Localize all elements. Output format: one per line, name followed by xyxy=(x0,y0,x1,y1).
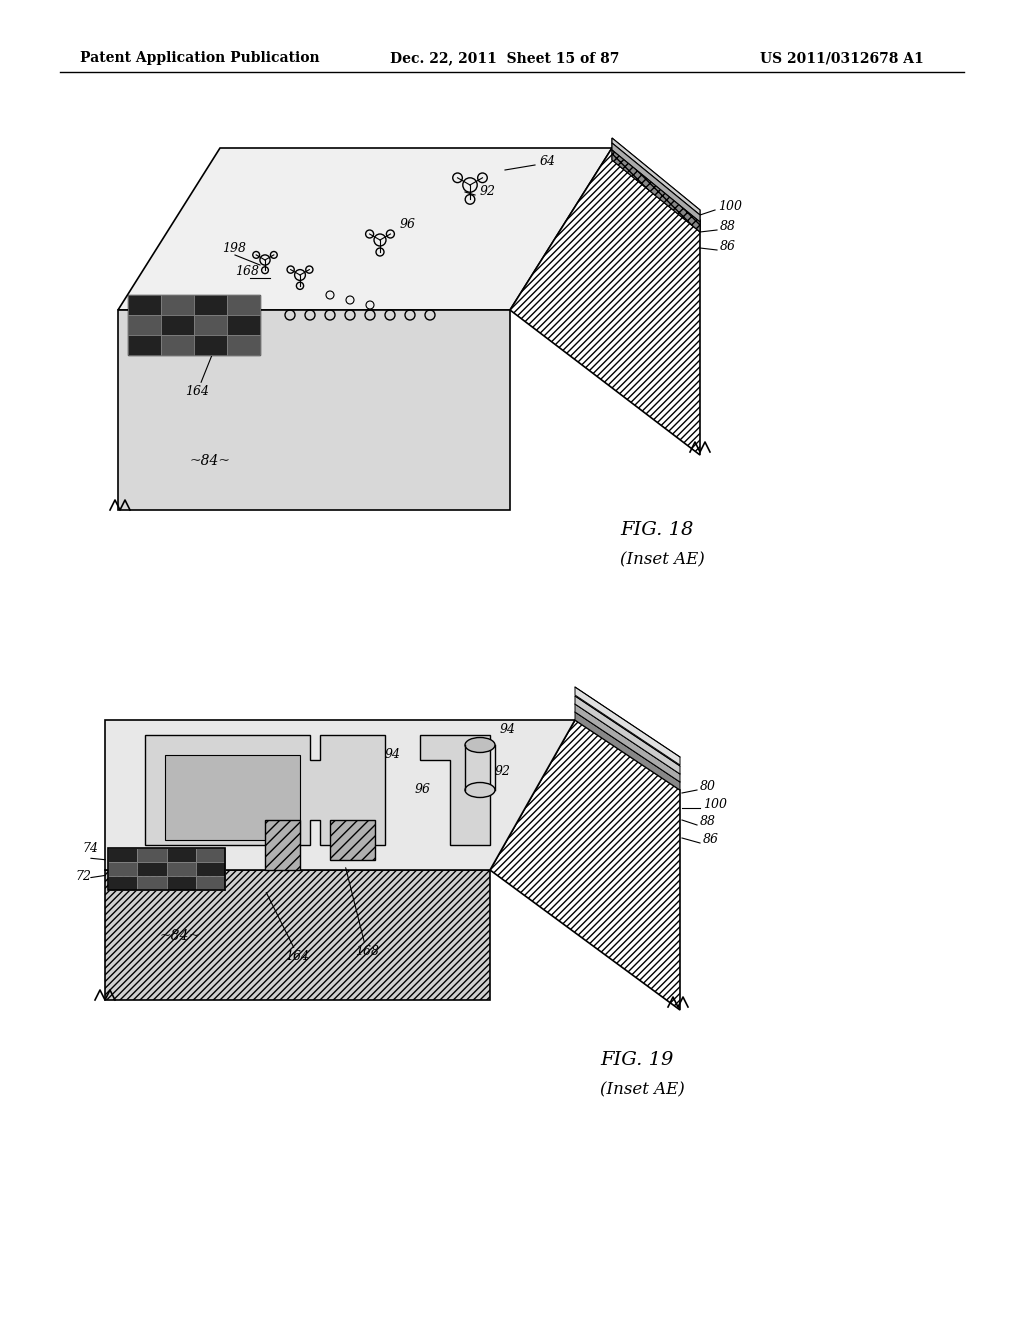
Text: 164: 164 xyxy=(185,385,209,399)
Polygon shape xyxy=(575,696,680,774)
Text: 80: 80 xyxy=(700,780,716,793)
Polygon shape xyxy=(265,820,300,870)
Text: 64: 64 xyxy=(540,154,556,168)
Polygon shape xyxy=(196,847,225,862)
Text: 94: 94 xyxy=(385,748,401,762)
Ellipse shape xyxy=(465,783,495,797)
Polygon shape xyxy=(612,143,700,222)
Polygon shape xyxy=(118,310,510,510)
Polygon shape xyxy=(108,862,137,876)
Polygon shape xyxy=(167,847,196,862)
Text: 74: 74 xyxy=(82,842,98,855)
Polygon shape xyxy=(194,335,227,355)
Polygon shape xyxy=(490,719,680,1010)
Polygon shape xyxy=(575,704,680,781)
Text: 96: 96 xyxy=(400,218,416,231)
Text: 168: 168 xyxy=(355,945,379,958)
Polygon shape xyxy=(161,294,194,315)
Polygon shape xyxy=(105,719,575,870)
Text: (Inset AE): (Inset AE) xyxy=(600,1081,685,1098)
Polygon shape xyxy=(105,870,490,1001)
Polygon shape xyxy=(128,294,260,355)
Text: FIG. 18: FIG. 18 xyxy=(620,521,693,539)
Polygon shape xyxy=(145,735,385,845)
Text: 168: 168 xyxy=(234,265,259,279)
Text: 86: 86 xyxy=(720,240,736,253)
Text: 100: 100 xyxy=(703,799,727,810)
Polygon shape xyxy=(108,876,137,890)
Polygon shape xyxy=(510,148,700,455)
Polygon shape xyxy=(612,150,700,232)
Text: 92: 92 xyxy=(495,766,511,777)
Polygon shape xyxy=(575,711,680,789)
Polygon shape xyxy=(194,294,227,315)
Text: 92: 92 xyxy=(480,185,496,198)
Polygon shape xyxy=(165,755,300,840)
Polygon shape xyxy=(161,315,194,335)
Text: 164: 164 xyxy=(285,950,309,964)
Polygon shape xyxy=(196,862,225,876)
Polygon shape xyxy=(330,820,375,861)
Polygon shape xyxy=(196,876,225,890)
Polygon shape xyxy=(612,139,700,215)
Text: US 2011/0312678 A1: US 2011/0312678 A1 xyxy=(760,51,924,65)
Text: ~84~: ~84~ xyxy=(190,454,231,469)
Polygon shape xyxy=(167,876,196,890)
Polygon shape xyxy=(575,686,680,766)
Polygon shape xyxy=(227,294,260,315)
Text: ~84~: ~84~ xyxy=(160,929,201,942)
Text: 96: 96 xyxy=(415,783,431,796)
Polygon shape xyxy=(161,335,194,355)
Text: 94: 94 xyxy=(500,723,516,737)
Polygon shape xyxy=(167,862,196,876)
Text: (Inset AE): (Inset AE) xyxy=(620,552,705,569)
Polygon shape xyxy=(194,315,227,335)
Text: 72: 72 xyxy=(75,870,91,883)
Polygon shape xyxy=(420,735,490,845)
Text: Patent Application Publication: Patent Application Publication xyxy=(80,51,319,65)
Polygon shape xyxy=(612,139,700,215)
Text: 88: 88 xyxy=(720,220,736,234)
Polygon shape xyxy=(128,335,161,355)
Ellipse shape xyxy=(465,738,495,752)
Polygon shape xyxy=(612,150,700,232)
Polygon shape xyxy=(137,862,167,876)
Text: 86: 86 xyxy=(703,833,719,846)
Polygon shape xyxy=(612,143,700,222)
Polygon shape xyxy=(128,294,161,315)
Polygon shape xyxy=(137,847,167,862)
Text: Dec. 22, 2011  Sheet 15 of 87: Dec. 22, 2011 Sheet 15 of 87 xyxy=(390,51,620,65)
Polygon shape xyxy=(128,315,161,335)
Text: 198: 198 xyxy=(222,242,246,255)
Polygon shape xyxy=(227,335,260,355)
Polygon shape xyxy=(108,847,137,862)
Text: 88: 88 xyxy=(700,814,716,828)
Polygon shape xyxy=(137,876,167,890)
Polygon shape xyxy=(227,315,260,335)
Text: 100: 100 xyxy=(718,201,742,213)
Text: FIG. 19: FIG. 19 xyxy=(600,1051,674,1069)
Polygon shape xyxy=(118,148,612,310)
